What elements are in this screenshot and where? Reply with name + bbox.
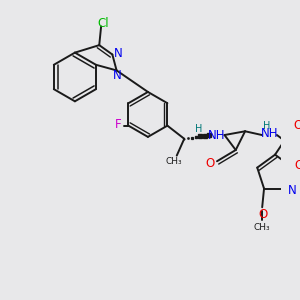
Text: F: F <box>115 118 122 131</box>
Text: O: O <box>206 157 215 169</box>
Text: CH₃: CH₃ <box>166 157 182 166</box>
Text: N: N <box>288 184 297 197</box>
Text: O: O <box>295 159 300 172</box>
Text: CH₃: CH₃ <box>254 224 271 232</box>
Text: NH: NH <box>208 128 226 142</box>
Text: O: O <box>293 119 300 132</box>
Text: H: H <box>263 121 270 131</box>
Text: H: H <box>195 124 202 134</box>
Text: O: O <box>259 208 268 221</box>
Text: N: N <box>113 69 122 82</box>
Text: NH: NH <box>261 127 278 140</box>
Text: Cl: Cl <box>97 17 109 30</box>
Text: N: N <box>114 47 122 60</box>
